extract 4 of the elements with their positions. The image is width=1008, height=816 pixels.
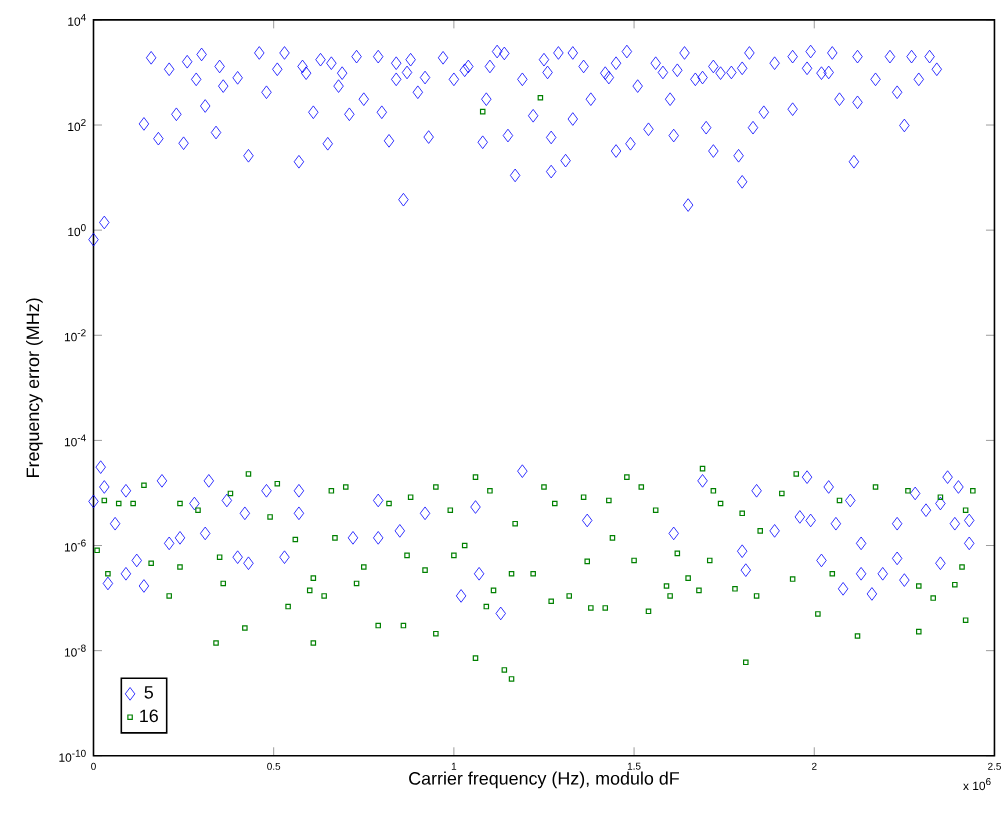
legend-label: 5 — [144, 686, 153, 699]
y-axis-title: Frequency error (MHz) — [26, 298, 43, 478]
x-axis-title: Carrier frequency (Hz), modulo dF — [409, 771, 680, 789]
legend-label: 16 — [140, 709, 158, 723]
